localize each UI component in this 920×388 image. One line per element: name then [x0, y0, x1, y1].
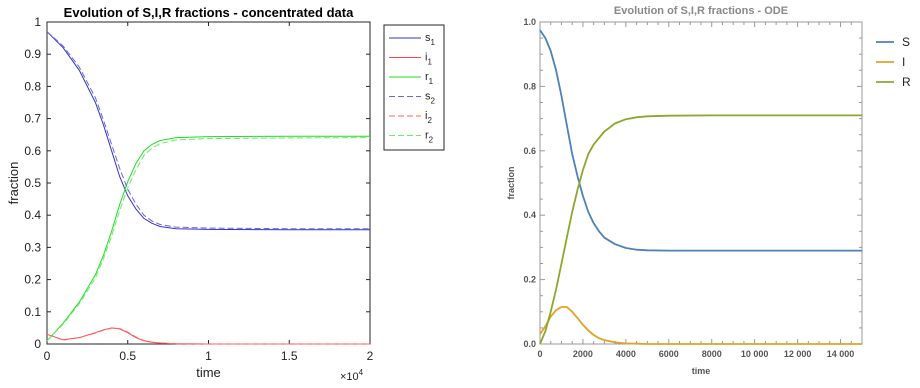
- chart-2-legend-label-R: R: [902, 75, 911, 89]
- chart-2-x-tick-label: 4000: [616, 349, 636, 359]
- chart-1-y-tick-label: 0.4: [24, 208, 41, 222]
- chart-2-x-tick-label: 14 000: [827, 349, 855, 359]
- chart-1-legend-subscript: 1: [429, 77, 434, 86]
- chart-1-x-tick-label: 1: [205, 349, 212, 363]
- chart-1-legend: [383, 24, 445, 151]
- chart-1-y-tick-label: 0.6: [24, 144, 41, 158]
- chart-1-y-tick-label: 0.7: [24, 112, 41, 126]
- chart-1: Evolution of S,I,R fractions - concentra…: [6, 5, 445, 383]
- chart-2-series-R: [539, 114, 862, 345]
- chart-1-x-tick-label: 1.5: [281, 349, 298, 363]
- chart-1-legend-subscript: 2: [431, 97, 436, 106]
- chart-1-legend-label-r2: r2: [425, 130, 434, 145]
- chart-1-legend-subscript: 1: [431, 38, 436, 47]
- chart-2-x-tick-label: 12 000: [784, 349, 812, 359]
- chart-1-legend-label-s2: s2: [425, 91, 436, 106]
- chart-1-y-axis-label: fraction: [6, 162, 21, 205]
- chart-2-frame: [539, 21, 863, 345]
- chart-1-series-r2: [46, 137, 371, 342]
- chart-2-x-axis-label: time: [692, 366, 711, 376]
- chart-1-y-tick-label: 0.8: [24, 79, 41, 93]
- chart-2-x-tick-label: 6000: [659, 349, 679, 359]
- chart-2-y-tick-label: 0.2: [523, 275, 536, 285]
- chart-1-legend-subscript: 1: [427, 58, 432, 67]
- chart-2: Evolution of S,I,R fractions - ODE 0 2000 4…: [506, 5, 911, 376]
- chart-2-x-tick-label: 8000: [702, 349, 722, 359]
- chart-1-x-tick-label: 0.5: [119, 349, 136, 363]
- chart-1-x-exponent: ×104: [340, 368, 364, 383]
- chart-1-title: Evolution of S,I,R fractions - concentra…: [64, 5, 354, 20]
- chart-2-x-tick-label: 2000: [573, 349, 593, 359]
- chart-1-y-tick-label: 0.2: [24, 273, 41, 287]
- chart-2-x-tick-label: 0: [537, 349, 542, 359]
- chart-1-x-tick-label: 2: [367, 349, 374, 363]
- chart-1-legend-label-i2: i2: [425, 110, 432, 125]
- chart-1-series-i2: [46, 327, 370, 345]
- chart-2-y-axis-label: fraction: [506, 166, 516, 199]
- chart-1-y-tick-label: 0.3: [24, 240, 41, 254]
- chart-2-title: Evolution of S,I,R fractions - ODE: [614, 5, 788, 17]
- chart-1-series-s2: [46, 31, 370, 230]
- chart-1-legend-label-i1: i1: [425, 52, 432, 67]
- chart-2-y-tick-label: 0.8: [523, 81, 536, 91]
- chart-1-series-r1: [46, 135, 370, 342]
- chart-1-series-s1: [46, 31, 370, 231]
- chart-1-x-tick-label: 0: [44, 349, 51, 363]
- chart-1-legend-subscript: 2: [427, 116, 432, 125]
- chart-2-legend-label-S: S: [902, 35, 910, 49]
- chart-2-series-I: [539, 306, 862, 345]
- chart-1-x-axis-label: time: [196, 365, 221, 380]
- chart-2-x-tick-label: 10 000: [741, 349, 769, 359]
- chart-2-series-S: [539, 29, 862, 252]
- chart-1-legend-label-r1: r1: [425, 71, 434, 86]
- chart-1-y-tick-label: 1: [34, 15, 41, 29]
- chart-1-y-tick-label: 0: [34, 337, 41, 351]
- chart-2-legend-label-I: I: [902, 55, 905, 69]
- chart-2-y-tick-label: 0.4: [523, 210, 536, 220]
- chart-1-plot-area: [46, 21, 371, 345]
- chart-2-y-tick-label: 0.0: [523, 339, 536, 349]
- chart-1-legend-label-s1: s1: [425, 32, 436, 47]
- chart-1-y-tick-label: 0.5: [24, 176, 41, 190]
- chart-1-legend-subscript: 2: [429, 136, 434, 145]
- chart-2-y-tick-label: 0.6: [523, 146, 536, 156]
- chart-1-y-tick-label: 0.1: [24, 305, 41, 319]
- chart-1-x-exponent-power: 4: [359, 368, 364, 377]
- chart-2-y-tick-label: 1.0: [523, 17, 536, 27]
- chart-1-y-tick-label: 0.9: [24, 47, 41, 61]
